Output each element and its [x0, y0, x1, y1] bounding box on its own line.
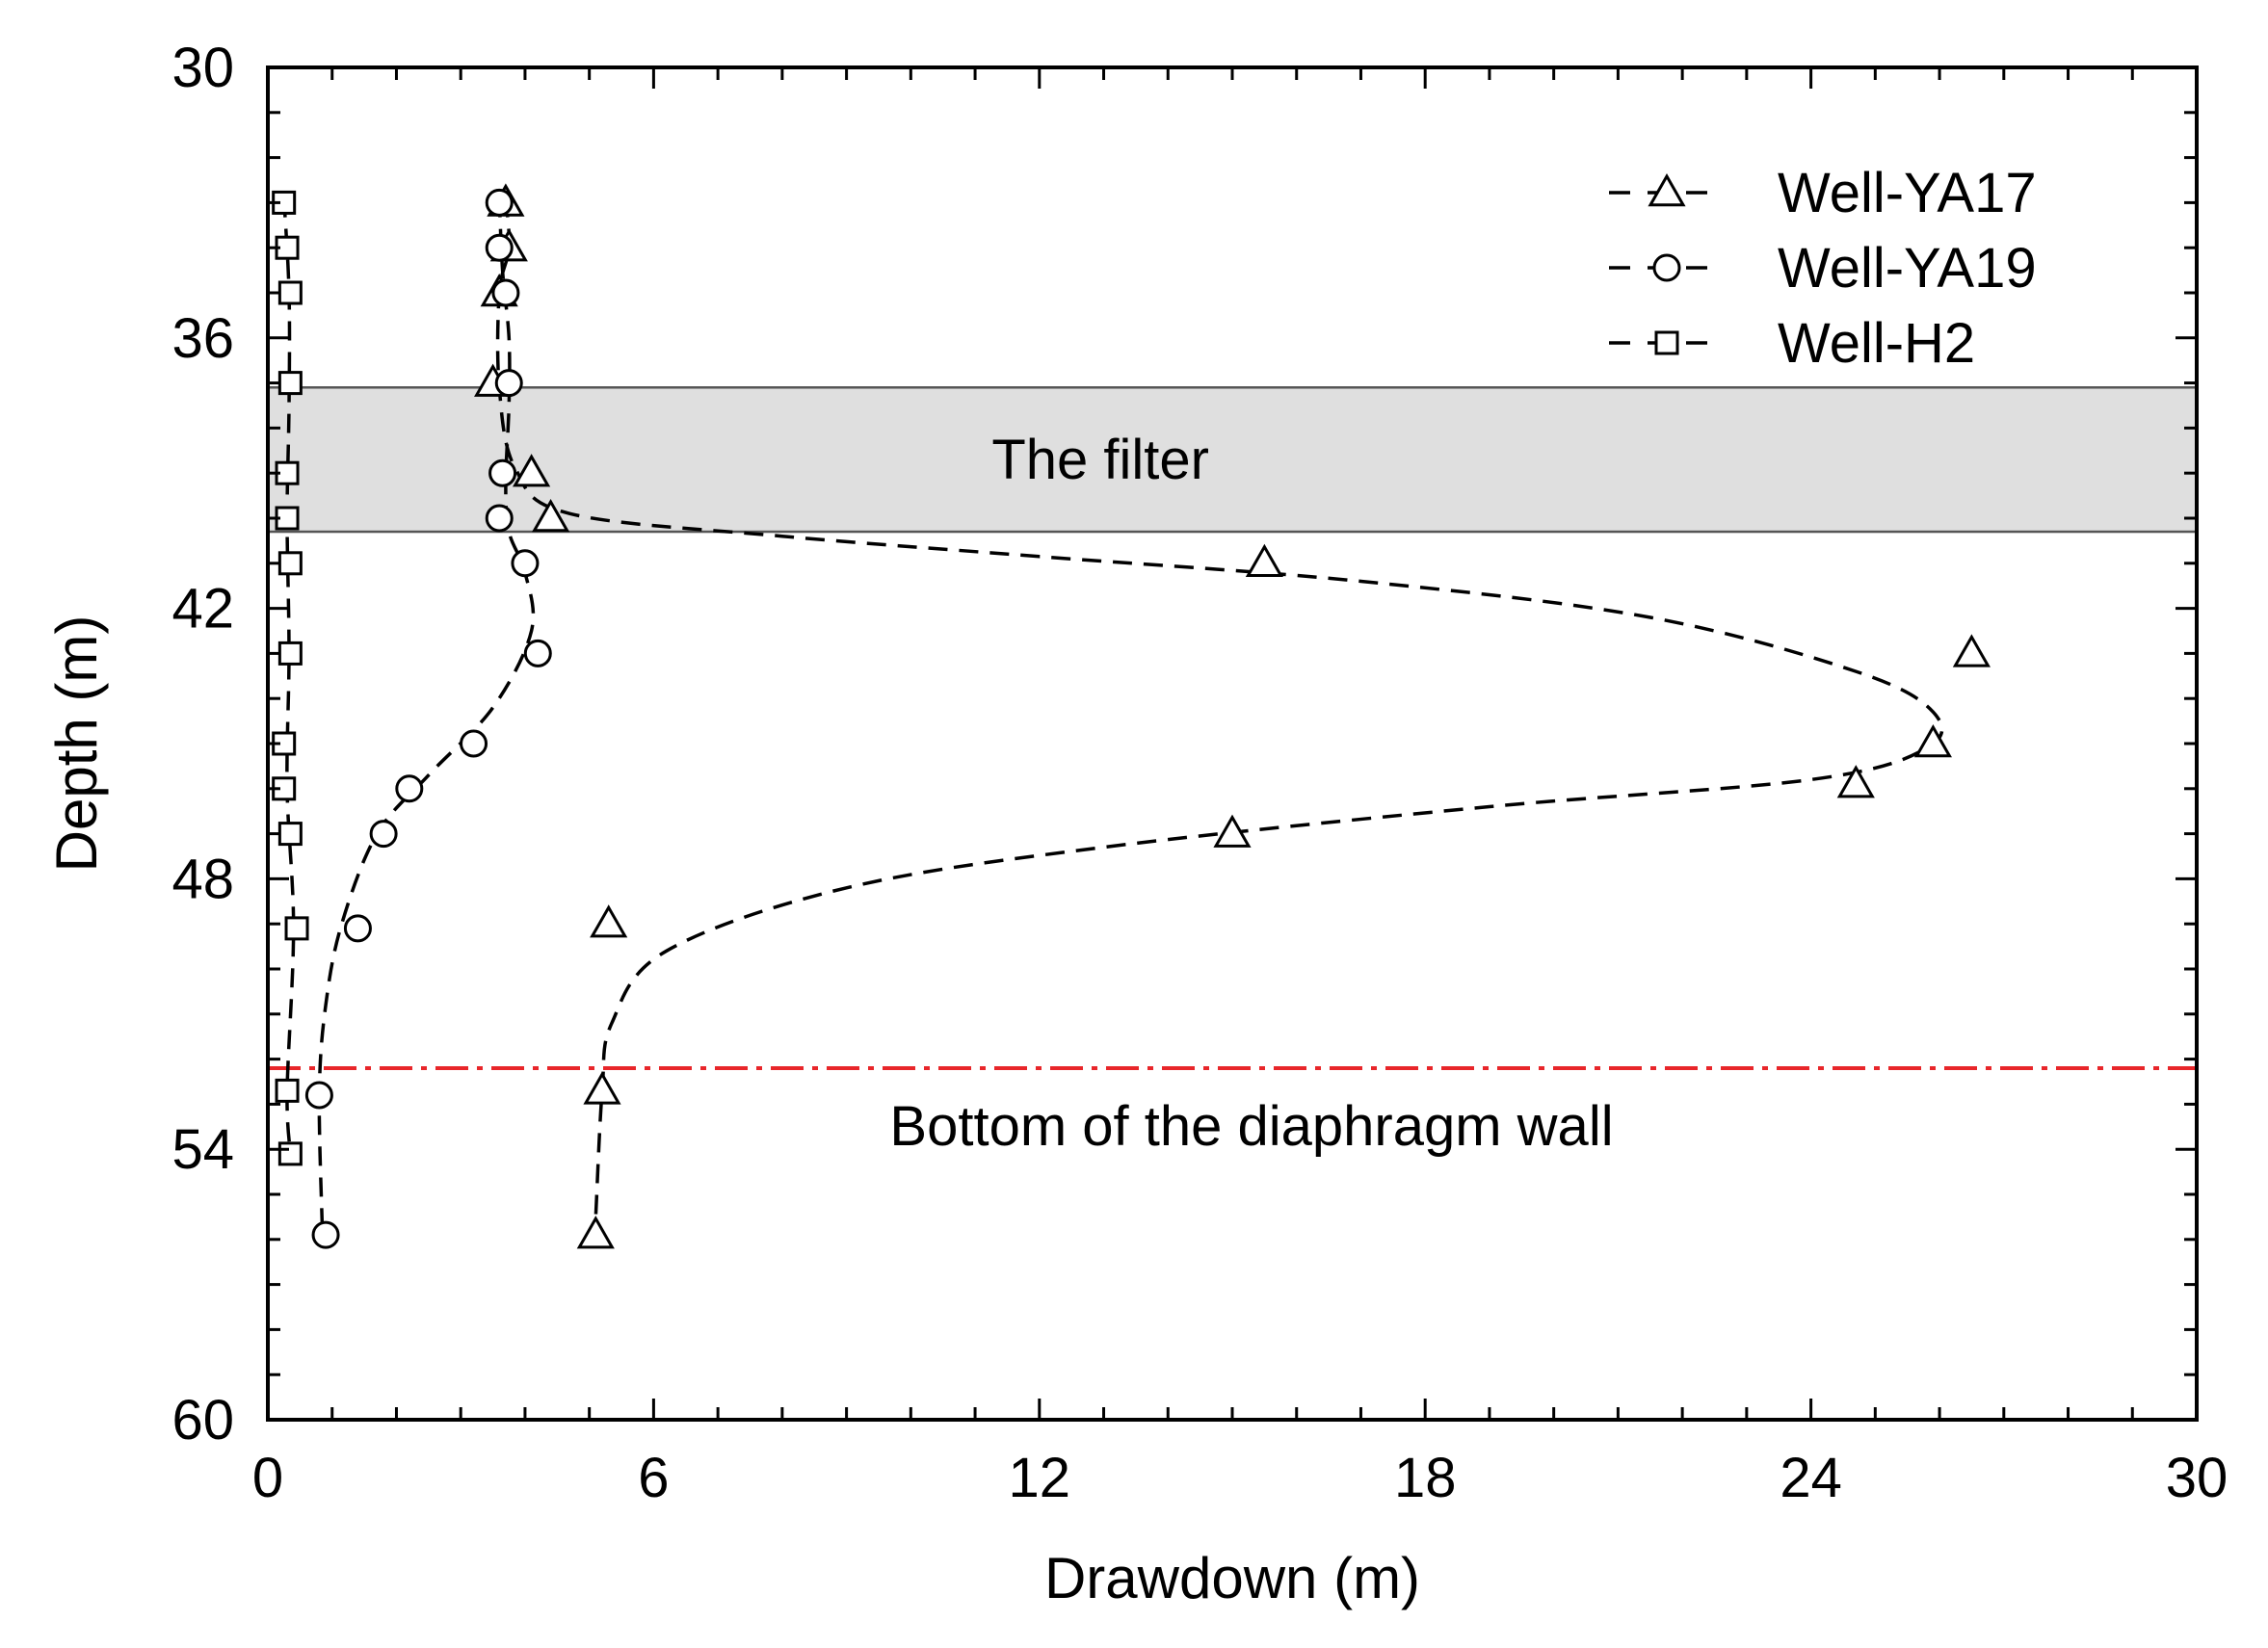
data-point-well-ya17-6 — [1245, 543, 1283, 577]
data-point-well-ya19-2 — [491, 278, 520, 307]
x-axis-title: Drawdown (m) — [1044, 1546, 1420, 1610]
data-point-well-h2-3 — [277, 371, 303, 396]
legend-label-well-h2: Well-H2 — [1778, 312, 1975, 375]
data-point-well-h2-2 — [277, 280, 303, 305]
x-tick-label: 18 — [1394, 1447, 1457, 1509]
legend-marker-well-ya17 — [1648, 172, 1686, 207]
series-line-well-ya19 — [317, 197, 536, 1236]
series-line-well-ya17 — [495, 197, 1944, 1217]
data-point-well-h2-11 — [284, 916, 309, 941]
x-tick-label: 12 — [1009, 1447, 1071, 1509]
y-tick-label: 60 — [171, 1389, 234, 1452]
y-tick-label: 30 — [171, 37, 234, 99]
data-point-well-ya17-7 — [1952, 634, 1991, 667]
data-point-well-h2-6 — [277, 551, 303, 576]
legend-label-well-ya17: Well-YA17 — [1778, 162, 2037, 224]
data-point-well-ya19-9 — [395, 774, 424, 803]
y-tick-label: 48 — [171, 848, 234, 910]
x-tick-label: 24 — [1780, 1447, 1842, 1509]
x-tick-label: 0 — [252, 1447, 283, 1509]
legend-entry-well-h2: Well-H2 — [1609, 312, 1975, 375]
legend-marker-well-h2 — [1654, 330, 1679, 355]
y-tick-label: 54 — [171, 1118, 234, 1181]
data-point-well-ya17-5 — [532, 498, 570, 533]
data-point-well-ya19-7 — [523, 639, 552, 667]
data-point-well-ya19-4 — [488, 458, 517, 487]
x-tick-label: 6 — [638, 1447, 669, 1509]
y-axis-title: Depth (m) — [44, 615, 109, 873]
data-point-well-ya17-13 — [576, 1216, 615, 1249]
series-well-ya19 — [304, 188, 552, 1249]
data-point-well-ya17-10 — [1213, 814, 1252, 848]
data-point-well-h2-7 — [277, 641, 303, 666]
data-point-well-ya19-13 — [311, 1220, 340, 1249]
data-point-well-ya19-1 — [485, 233, 514, 262]
legend-entry-well-ya17: Well-YA17 — [1609, 162, 2037, 224]
data-point-well-ya19-11 — [343, 914, 372, 943]
data-point-well-ya17-8 — [1913, 723, 1952, 758]
legend-entry-well-ya19: Well-YA19 — [1609, 237, 2037, 300]
data-point-well-ya19-6 — [511, 549, 540, 578]
data-point-well-ya19-10 — [369, 820, 398, 849]
wall-bottom-label: Bottom of the diaphragm wall — [889, 1095, 1613, 1158]
data-point-well-ya19-12 — [304, 1081, 333, 1110]
x-tick-label: 30 — [2166, 1447, 2228, 1509]
data-point-well-ya17-11 — [590, 904, 628, 938]
data-point-well-h2-10 — [277, 822, 303, 847]
data-point-well-ya19-0 — [485, 188, 514, 217]
y-tick-label: 36 — [171, 307, 234, 370]
filter-zone-label: The filter — [991, 429, 1209, 491]
data-point-well-ya19-5 — [485, 504, 514, 533]
data-point-well-h2-13 — [277, 1141, 303, 1166]
filter-zone-band — [266, 386, 2199, 534]
legend-marker-well-ya19 — [1652, 253, 1681, 282]
data-point-well-h2-12 — [275, 1078, 300, 1103]
data-point-well-ya17-12 — [583, 1071, 621, 1105]
data-point-well-ya19-8 — [460, 729, 488, 758]
data-point-well-ya17-4 — [513, 454, 551, 487]
data-point-well-ya19-3 — [494, 369, 523, 398]
y-tick-label: 42 — [171, 578, 234, 641]
legend-label-well-ya19: Well-YA19 — [1778, 237, 2037, 300]
data-point-well-ya17-9 — [1836, 765, 1875, 798]
